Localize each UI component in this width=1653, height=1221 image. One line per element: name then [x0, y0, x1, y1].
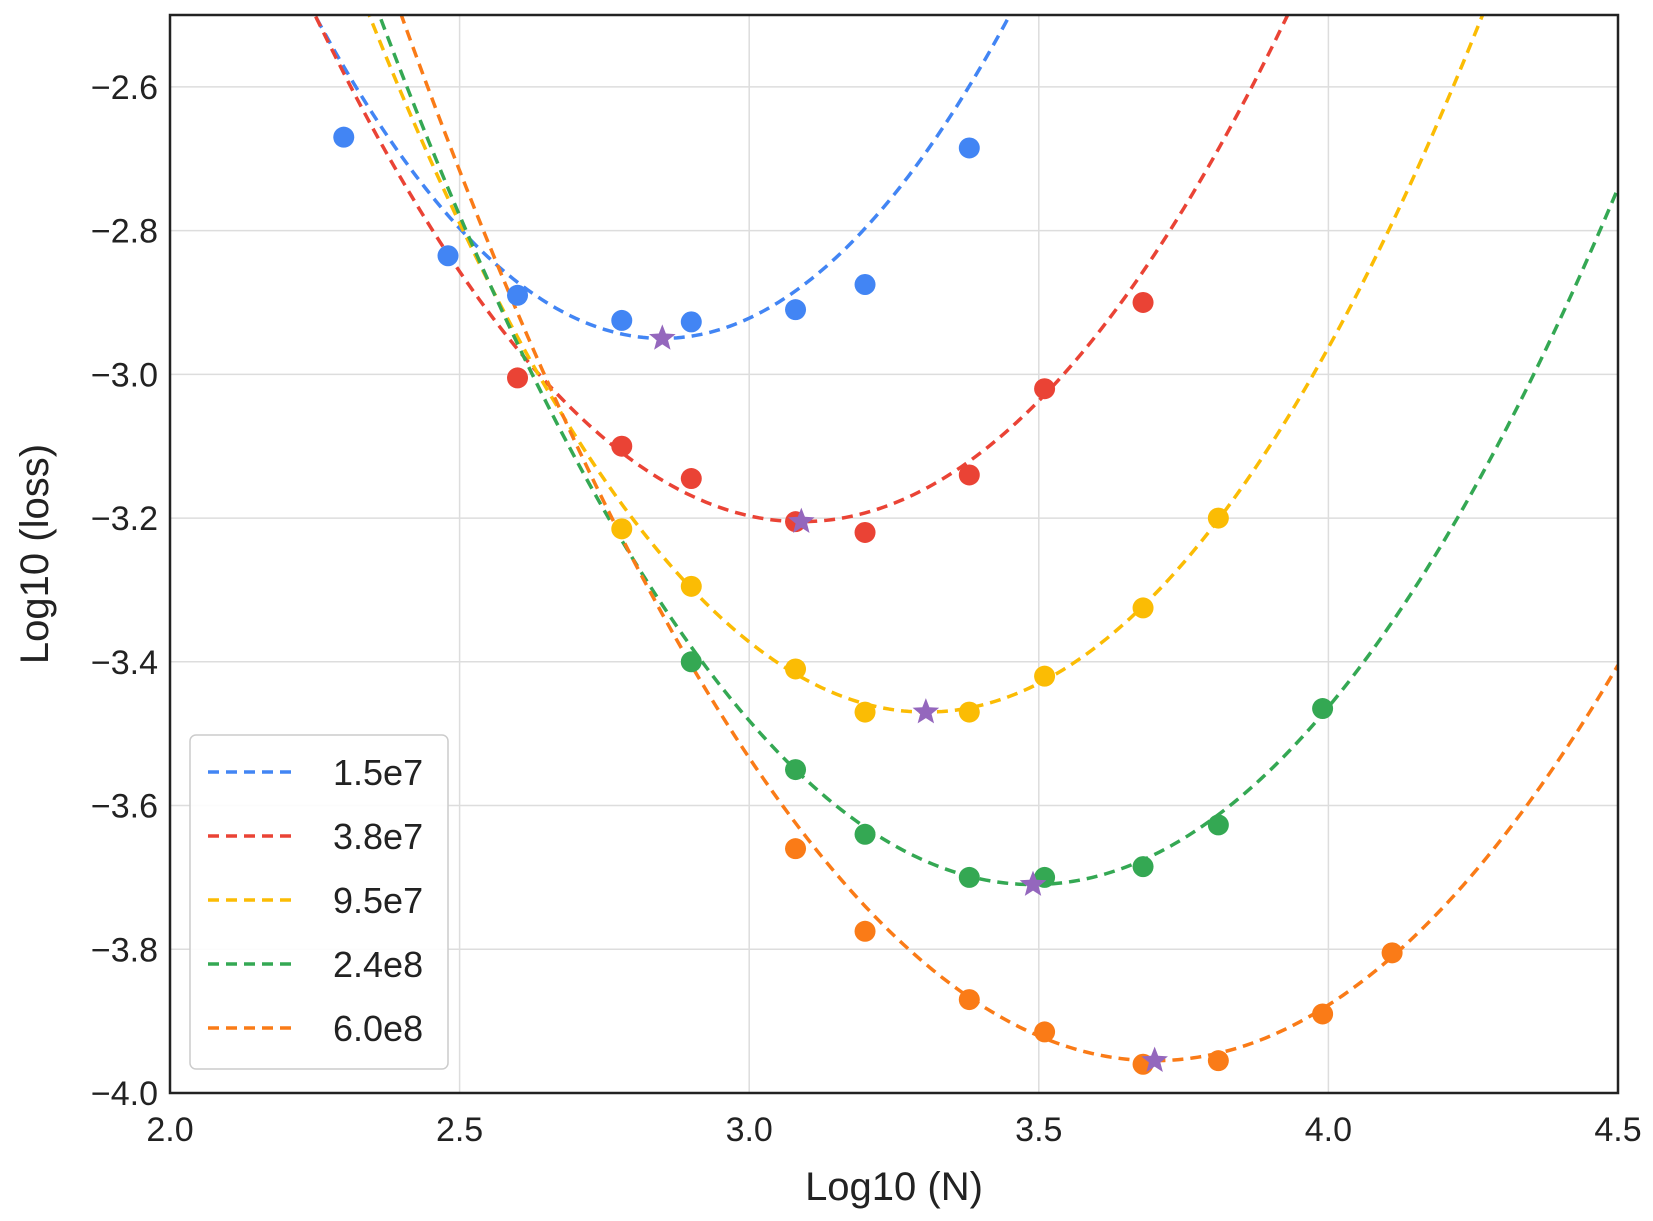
optimum-star-marker	[649, 324, 676, 350]
data-point	[680, 651, 702, 673]
data-point	[1132, 856, 1154, 878]
fit-curve-series-1	[313, 15, 1290, 524]
x-axis-label: Log10 (N)	[805, 1165, 983, 1209]
y-tick-label: −2.8	[91, 213, 158, 251]
data-point	[854, 521, 876, 543]
data-point	[611, 309, 633, 331]
legend: 1.5e7 3.8e7 9.5e7 2.4e8 6.0e8	[189, 734, 449, 1070]
x-axis-ticks: 2.0 2.5 3.0 3.5 4.0 4.5	[146, 1111, 1641, 1149]
optimum-star-marker	[788, 507, 815, 533]
data-point	[333, 126, 355, 148]
y-tick-label: −2.6	[91, 69, 158, 107]
data-point	[507, 284, 529, 306]
data-point	[680, 575, 702, 597]
data-point	[611, 435, 633, 457]
y-tick-label: −3.0	[91, 356, 158, 394]
data-point	[1034, 1021, 1056, 1043]
legend-label: 3.8e7	[333, 816, 423, 857]
data-point	[785, 658, 807, 680]
data-point	[1207, 1050, 1229, 1072]
data-point	[611, 518, 633, 540]
data-point	[958, 137, 980, 159]
optimum-star-marker	[912, 698, 940, 724]
data-point	[1207, 814, 1229, 836]
data-point	[854, 274, 876, 295]
x-tick-label: 4.0	[1305, 1111, 1352, 1149]
legend-label: 1.5e7	[333, 752, 423, 793]
fit-curve-series-0	[312, 15, 1012, 341]
data-point	[507, 367, 529, 389]
y-tick-label: −4.0	[91, 1075, 158, 1113]
data-point	[854, 920, 876, 942]
data-point	[1207, 507, 1229, 529]
fit-curve-series-2	[367, 15, 1485, 714]
x-tick-label: 3.0	[726, 1111, 773, 1149]
legend-label: 9.5e7	[333, 880, 423, 921]
optimum-markers	[649, 324, 1168, 1072]
y-tick-label: −3.8	[91, 931, 158, 969]
optimum-star-marker	[1141, 1046, 1168, 1072]
y-axis-label: Log10 (loss)	[13, 444, 57, 664]
data-point	[854, 823, 876, 845]
data-point	[1381, 942, 1403, 964]
y-tick-label: −3.6	[91, 788, 158, 826]
data-point	[437, 245, 459, 267]
x-tick-label: 3.5	[1015, 1111, 1062, 1149]
y-tick-label: −3.2	[91, 500, 158, 538]
data-point	[1034, 665, 1056, 687]
x-tick-label: 2.5	[436, 1111, 483, 1149]
legend-box	[189, 734, 449, 1070]
fit-curve-series-4	[399, 15, 1618, 1063]
legend-label: 2.4e8	[333, 944, 423, 985]
data-point	[1132, 291, 1154, 313]
y-tick-label: −3.4	[91, 644, 158, 682]
data-point	[958, 701, 980, 723]
data-point	[958, 464, 980, 486]
data-point	[854, 701, 876, 723]
plot-frame	[168, 13, 1620, 1095]
x-tick-label: 2.0	[146, 1111, 193, 1149]
data-point	[1132, 597, 1154, 619]
data-point	[785, 759, 807, 781]
data-point	[680, 468, 702, 490]
data-point	[1312, 698, 1334, 720]
data-point	[1312, 1003, 1334, 1025]
optimum-star-marker	[1019, 870, 1047, 896]
data-point	[958, 989, 980, 1011]
data-point	[680, 311, 702, 333]
y-axis-ticks: −2.6 −2.8 −3.0 −3.2 −3.4 −3.6 −3.8 −4.0	[91, 69, 158, 1113]
x-tick-label: 4.5	[1594, 1111, 1641, 1149]
data-point	[785, 299, 807, 321]
data-point	[1034, 378, 1056, 400]
legend-label: 6.0e8	[333, 1008, 423, 1049]
data-point	[785, 838, 807, 860]
data-point	[958, 866, 980, 888]
fit-curves	[312, 15, 1618, 1063]
fit-curve-series-3	[377, 15, 1618, 887]
